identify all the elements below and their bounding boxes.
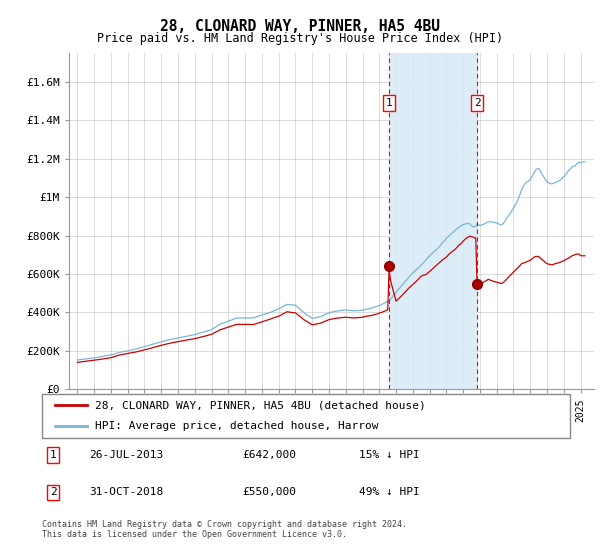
Bar (389, 53, 477, 389)
Text: Price paid vs. HM Land Registry's House Price Index (HPI): Price paid vs. HM Land Registry's House … (97, 31, 503, 45)
Text: 2: 2 (50, 487, 56, 497)
Text: 49% ↓ HPI: 49% ↓ HPI (359, 487, 419, 497)
Text: 26-JUL-2013: 26-JUL-2013 (89, 450, 164, 460)
Text: 28, CLONARD WAY, PINNER, HA5 4BU: 28, CLONARD WAY, PINNER, HA5 4BU (160, 20, 440, 34)
Text: 31-OCT-2018: 31-OCT-2018 (89, 487, 164, 497)
Text: £642,000: £642,000 (242, 450, 296, 460)
Text: 28, CLONARD WAY, PINNER, HA5 4BU (detached house): 28, CLONARD WAY, PINNER, HA5 4BU (detach… (95, 400, 425, 410)
Text: 15% ↓ HPI: 15% ↓ HPI (359, 450, 419, 460)
Text: 2: 2 (474, 98, 481, 108)
Text: 1: 1 (385, 98, 392, 108)
Text: 1: 1 (50, 450, 56, 460)
Text: Contains HM Land Registry data © Crown copyright and database right 2024.
This d: Contains HM Land Registry data © Crown c… (42, 520, 407, 539)
Text: HPI: Average price, detached house, Harrow: HPI: Average price, detached house, Harr… (95, 421, 379, 431)
FancyBboxPatch shape (42, 394, 570, 438)
Text: £550,000: £550,000 (242, 487, 296, 497)
